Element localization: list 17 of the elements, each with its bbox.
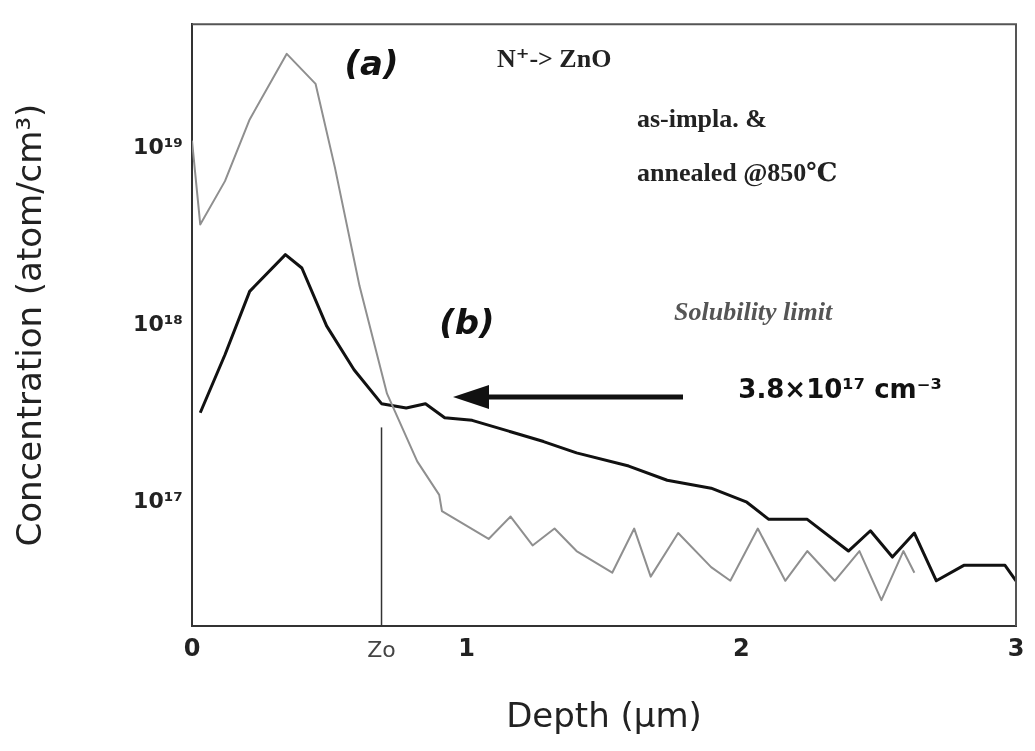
y-axis-title: Concentration (atom/cm³): [9, 103, 50, 547]
series-label: (a): [344, 43, 399, 84]
annotation: Solubility limit: [674, 296, 834, 326]
x-axis-title: Depth (μm): [506, 695, 702, 736]
x-tick-label: 1: [458, 633, 476, 662]
x-tick-label: 0: [183, 633, 201, 662]
annotation: as-impla. &: [636, 104, 767, 134]
x-tick-label: 2: [732, 633, 750, 662]
annotation: N⁺-> ZnO: [496, 44, 612, 74]
series-label: (b): [439, 301, 495, 342]
annotation: annealed @850℃: [636, 158, 838, 188]
y-tick-label: 10¹⁹: [133, 133, 183, 159]
ref-line-label: Zo: [367, 636, 396, 662]
x-tick-label: 3: [1007, 633, 1025, 662]
y-tick-label: 10¹⁷: [133, 487, 183, 513]
annotation: 3.8×10¹⁷ cm⁻³: [738, 374, 942, 405]
y-tick-label: 10¹⁸: [133, 310, 183, 336]
